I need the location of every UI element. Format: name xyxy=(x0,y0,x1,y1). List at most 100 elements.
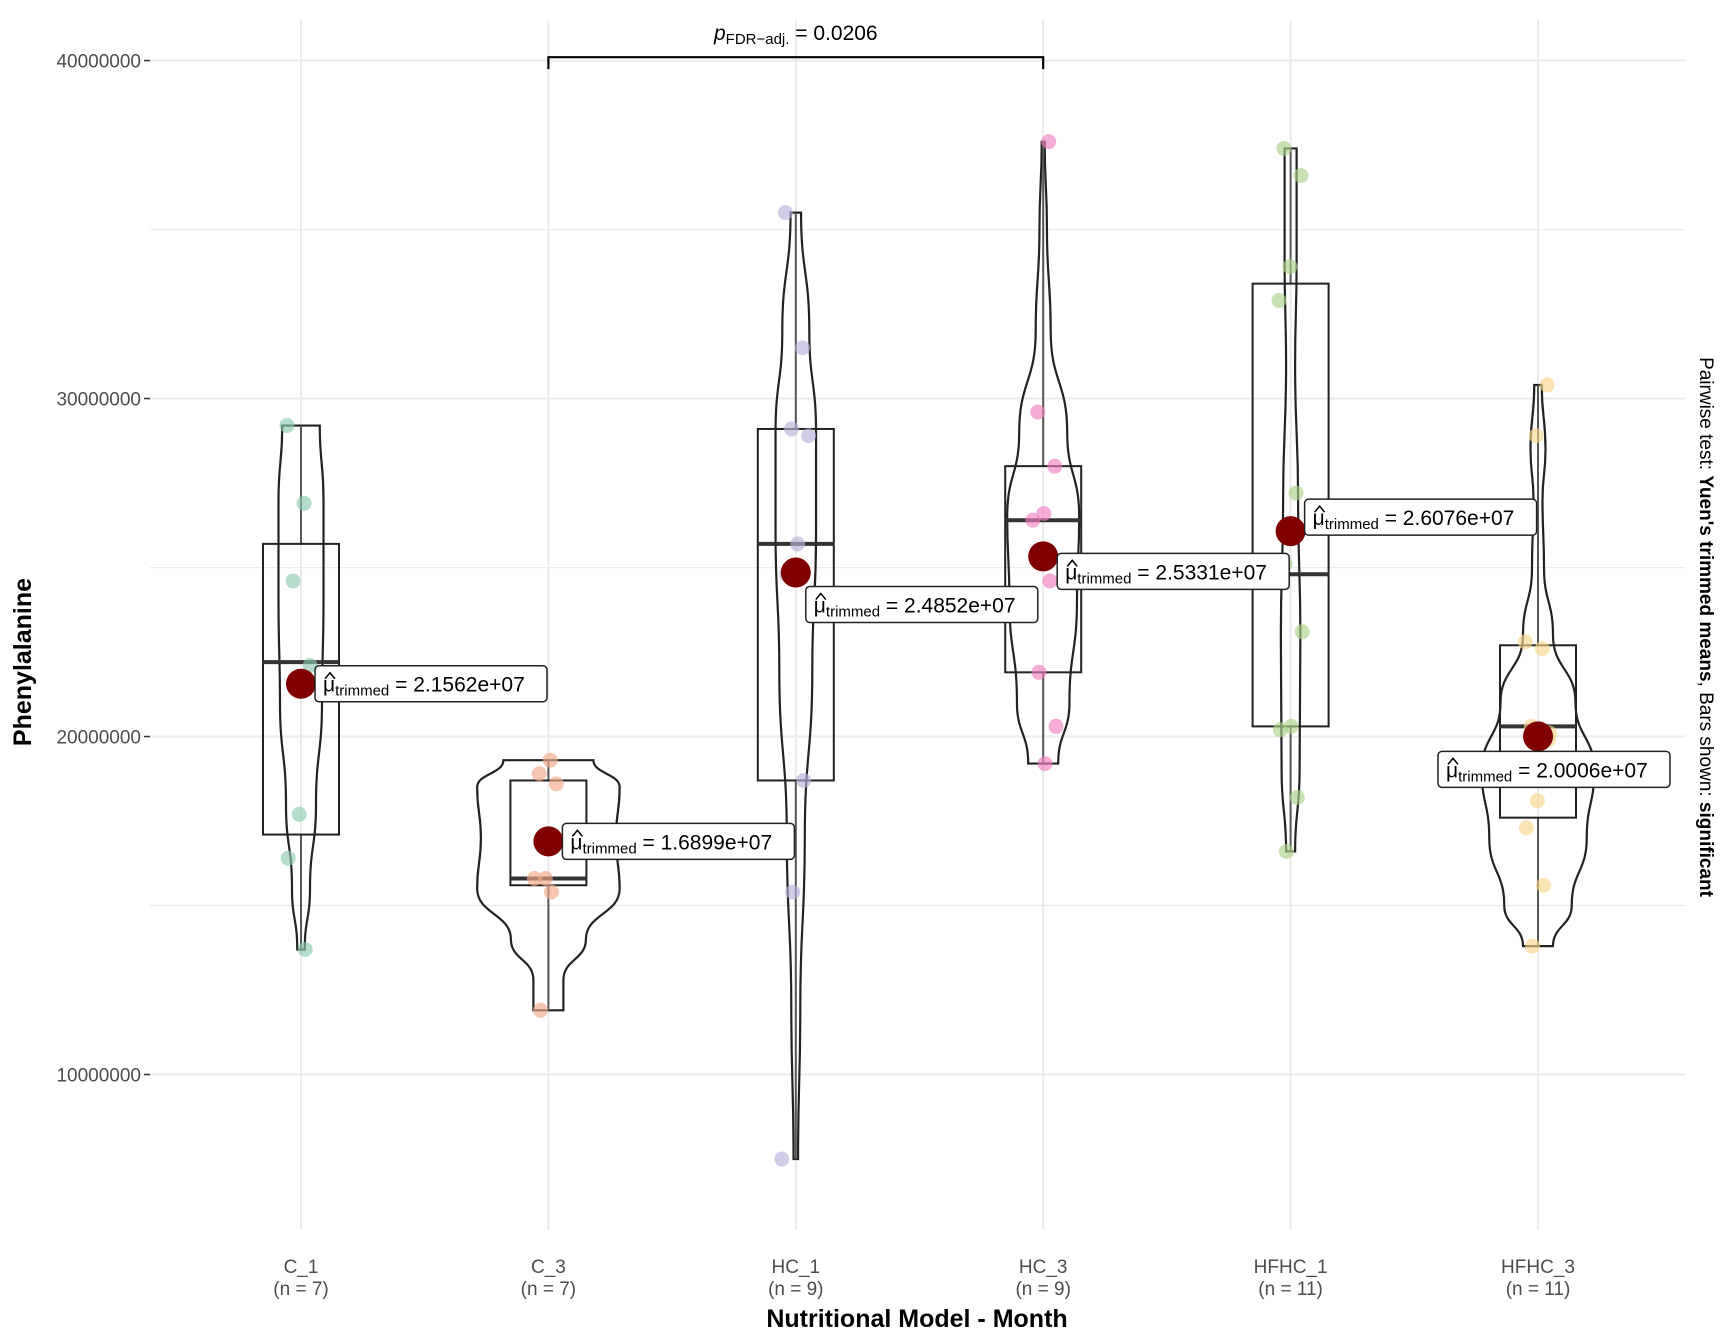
significance-bracket: pFDR−adj. = 0.0206 xyxy=(547,22,1045,70)
x-tick-label: HC_3 xyxy=(1019,1257,1068,1278)
hat-mark xyxy=(324,671,336,680)
data-point xyxy=(785,884,801,900)
mean-subscript: trimmed xyxy=(826,604,880,621)
data-point xyxy=(302,658,318,674)
data-point xyxy=(1539,377,1555,393)
trimmed-mean-marker xyxy=(780,557,811,588)
data-point xyxy=(1047,458,1063,474)
data-point xyxy=(1534,641,1550,657)
mean-value: = 2.0006e+07 xyxy=(1512,759,1647,782)
trimmed-mean-marker xyxy=(1028,541,1059,572)
y-tick-label: 10000000 xyxy=(56,1066,141,1087)
data-point xyxy=(280,850,296,866)
mean-label-text: μtrimmed = 2.1562e+07 xyxy=(323,674,525,700)
data-point xyxy=(1030,404,1046,420)
mean-label-text: μtrimmed = 2.5331e+07 xyxy=(1065,561,1267,587)
data-point xyxy=(1294,624,1310,640)
data-point xyxy=(1037,756,1053,772)
mean-label-HC_1: μtrimmed = 2.4852e+07 xyxy=(805,585,1039,624)
data-point xyxy=(1278,843,1294,859)
data-point xyxy=(1031,664,1047,680)
caption-plain: Pairwise test: xyxy=(1695,357,1716,475)
mean-label-text: μtrimmed = 2.0006e+07 xyxy=(1446,759,1648,785)
mean-symbol: μ xyxy=(323,674,335,697)
trimmed-mean-marker xyxy=(533,826,564,857)
hat-mark xyxy=(815,592,827,601)
violins xyxy=(277,140,1596,1161)
mean-label-box xyxy=(805,585,1039,624)
data-point xyxy=(1528,428,1544,444)
data-point xyxy=(279,418,295,434)
trimmed-mean-marker xyxy=(1523,721,1553,752)
mean-subscript: trimmed xyxy=(1325,516,1379,533)
x-axis-ticks: C_1(n = 7)C_3(n = 7)HC_1(n = 9)HC_3(n = … xyxy=(273,1257,1575,1300)
data-point xyxy=(531,766,547,782)
data-point xyxy=(1276,140,1292,156)
data-point xyxy=(285,573,301,589)
p-value: = 0.0206 xyxy=(789,22,877,45)
x-tick-n-label: (n = 9) xyxy=(1015,1279,1070,1300)
data-point xyxy=(1518,820,1534,836)
bracket-line xyxy=(547,56,1045,70)
hat-mark xyxy=(1314,505,1326,513)
p-subscript: FDR−adj. xyxy=(726,31,790,48)
data-point xyxy=(1525,938,1541,954)
mean-subscript: trimmed xyxy=(1077,570,1131,587)
mean-label-C_3: μtrimmed = 1.6899e+07 xyxy=(561,822,796,861)
caption-mid: , Bars shown: xyxy=(1695,682,1716,802)
data-point xyxy=(774,1151,790,1167)
data-point xyxy=(1272,722,1288,738)
grid-lines xyxy=(150,20,1685,1230)
mean-label-C_1: μtrimmed = 2.1562e+07 xyxy=(314,664,548,703)
hat-mark xyxy=(571,829,583,837)
data-point xyxy=(794,340,810,356)
y-tick-label: 30000000 xyxy=(56,390,141,411)
data-point xyxy=(1042,573,1058,589)
mean-label-box xyxy=(1303,498,1538,536)
data-point xyxy=(1025,512,1041,528)
data-point xyxy=(543,884,559,900)
mean-label-box xyxy=(561,822,796,861)
x-tick-label: HFHC_3 xyxy=(1501,1257,1575,1278)
y-axis-title: Phenylalanine xyxy=(9,578,37,746)
data-point xyxy=(537,870,553,886)
mean-symbol: μ xyxy=(1065,561,1077,584)
violin-C_3 xyxy=(476,759,621,1012)
boxplots xyxy=(262,141,1577,1160)
data-points xyxy=(279,134,1558,1167)
p-symbol: p xyxy=(713,22,726,45)
mean-symbol: μ xyxy=(1313,507,1325,530)
data-point xyxy=(542,752,558,768)
x-axis-title: Nutritional Model - Month xyxy=(766,1305,1067,1333)
mean-symbol: μ xyxy=(1446,759,1458,782)
mean-symbol: μ xyxy=(814,595,826,618)
data-point xyxy=(790,536,806,552)
mean-label-text: μtrimmed = 2.6076e+07 xyxy=(1313,507,1515,533)
y-tick-label: 40000000 xyxy=(56,52,141,73)
data-point xyxy=(548,776,564,792)
data-point xyxy=(1535,877,1551,893)
data-point xyxy=(1271,293,1287,309)
data-point xyxy=(796,772,812,788)
mean-label-HC_3: μtrimmed = 2.5331e+07 xyxy=(1056,552,1290,591)
caption-bold2: significant xyxy=(1695,802,1716,898)
data-point xyxy=(1529,793,1545,809)
data-point xyxy=(296,495,312,511)
trimmed-mean-marker xyxy=(286,668,316,699)
data-point xyxy=(532,1002,548,1018)
caption-bold: Yuen's trimmed means xyxy=(1695,475,1716,681)
mean-label-text: μtrimmed = 1.6899e+07 xyxy=(570,831,772,857)
mean-value: = 2.6076e+07 xyxy=(1379,507,1514,530)
data-point xyxy=(1282,259,1298,275)
x-tick-label: C_1 xyxy=(284,1257,319,1278)
data-point xyxy=(291,806,307,822)
x-tick-n-label: (n = 11) xyxy=(1506,1279,1571,1300)
data-point xyxy=(1048,718,1064,734)
data-point xyxy=(1036,505,1052,521)
data-point xyxy=(1288,485,1304,501)
mean-subscript: trimmed xyxy=(583,840,637,857)
p-value-label: pFDR−adj. = 0.0206 xyxy=(713,22,878,48)
mean-subscript: trimmed xyxy=(1458,768,1512,785)
side-caption: Pairwise test: Yuen's trimmed means, Bar… xyxy=(1695,357,1716,898)
